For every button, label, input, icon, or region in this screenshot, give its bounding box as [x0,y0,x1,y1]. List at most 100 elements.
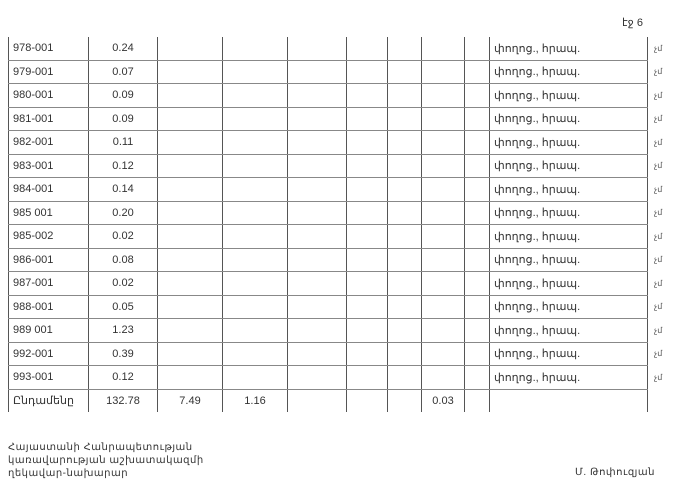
land-type: փողոց., հրապ. [489,365,648,390]
empty-cell [464,295,490,319]
empty-cell [464,154,490,178]
empty-cell [464,224,490,249]
note: չմ [654,90,663,100]
empty-cell [222,295,288,319]
empty-cell [346,318,388,343]
empty-cell [346,60,388,84]
area-value: 0.07 [88,60,158,84]
note: չմ [654,325,663,335]
empty-cell [464,365,490,390]
title-line: ղեկավար-նախարար [8,468,129,479]
empty-cell [421,248,465,272]
empty-cell [287,107,347,131]
empty-cell [387,201,422,225]
area-value: 1.23 [88,318,158,343]
empty-cell [464,201,490,225]
empty-cell [222,342,288,366]
empty-cell [287,201,347,225]
land-type: փողոց., հրապ. [489,37,648,61]
empty-cell [287,295,347,319]
empty-cell [464,342,490,366]
total-c1: 132.78 [88,389,158,412]
empty-cell [346,295,388,319]
area-value: 0.09 [88,83,158,108]
empty-cell [421,37,465,61]
empty-cell [346,365,388,390]
empty-cell [222,154,288,178]
empty-cell [157,295,223,319]
table-row: 979-001 0.07 փողոց., հրապ. չմ [8,60,673,84]
note: չմ [654,349,663,359]
parcel-code: 988-001 [8,295,89,319]
empty-cell [421,295,465,319]
land-type: փողոց., հրապ. [489,318,648,343]
page-number: էջ 6 [622,17,643,29]
empty-cell [222,37,288,61]
empty-cell [464,389,490,412]
total-row: Ընդամենը 132.78 7.49 1.16 0.03 [8,389,673,412]
land-table: 978-001 0.24 փողոց., հրապ. չմ 979-001 0.07… [8,37,673,412]
empty-cell [421,130,465,155]
empty-cell [387,60,422,84]
empty-cell [346,342,388,366]
empty-cell [222,201,288,225]
empty-cell [157,37,223,61]
parcel-code: 987-001 [8,271,89,296]
empty-cell [157,177,223,202]
signatory-title: Հայաստանի Հանրապետության կառավարության ա… [8,441,204,480]
land-type: փողոց., հրապ. [489,342,648,366]
empty-cell [346,37,388,61]
empty-cell [387,224,422,249]
area-value: 0.02 [88,224,158,249]
land-type: փողոց., հրապ. [489,154,648,178]
empty-cell [287,318,347,343]
empty-cell [421,365,465,390]
empty-cell [157,201,223,225]
empty-cell [464,271,490,296]
title-line: կառավարության աշխատակազմի [8,455,204,466]
parcel-code: 983-001 [8,154,89,178]
table-row: 984-001 0.14 փողոց., հրապ. չմ [8,177,673,202]
note: չմ [654,278,663,288]
empty-cell [464,107,490,131]
empty-cell [157,83,223,108]
empty-cell [287,83,347,108]
note: չմ [654,255,663,265]
empty-cell [287,365,347,390]
empty-cell [222,318,288,343]
land-type: փողոց., հրապ. [489,248,648,272]
empty-cell [287,224,347,249]
empty-cell [387,342,422,366]
title-line: Հայաստանի Հանրապետության [8,442,193,453]
empty-cell [287,177,347,202]
note: չմ [654,137,663,147]
empty-cell [421,60,465,84]
empty-cell [464,318,490,343]
empty-note [648,389,673,412]
empty-cell [387,295,422,319]
total-c6 [387,389,422,412]
empty-cell [157,224,223,249]
parcel-code: 984-001 [8,177,89,202]
empty-cell [222,83,288,108]
empty-cell [287,154,347,178]
land-type: փողոց., հրապ. [489,224,648,249]
empty-cell [387,177,422,202]
empty-cell [421,154,465,178]
area-value: 0.02 [88,271,158,296]
note: չմ [654,302,663,312]
table-row: 978-001 0.24 փողոց., հրապ. չմ [8,37,673,61]
empty-cell [464,60,490,84]
area-value: 0.39 [88,342,158,366]
empty-cell [387,365,422,390]
parcel-code: 993-001 [8,365,89,390]
empty-cell [222,365,288,390]
total-c4 [287,389,347,412]
empty-cell [346,271,388,296]
parcel-code: 982-001 [8,130,89,155]
signature-name: Մ. Թոփուզյան [575,467,655,478]
empty-cell [346,83,388,108]
note: չմ [654,67,663,77]
note: չմ [654,372,663,382]
table-row: 985 001 0.20 փողոց., հրապ. չմ [8,201,673,225]
